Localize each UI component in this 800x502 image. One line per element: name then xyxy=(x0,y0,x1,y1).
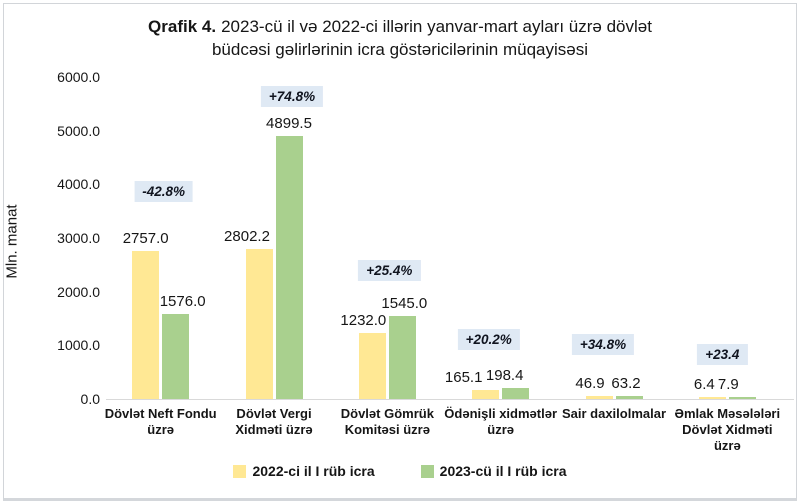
legend-label-2023: 2023-cü il I rüb icra xyxy=(439,463,567,479)
bar-2022 xyxy=(472,390,500,399)
y-axis-tick-label: 2000.0 xyxy=(57,283,100,300)
chart-title-prefix: Qrafik 4. xyxy=(148,17,217,36)
category-label: Dövlət Gömrük Komitəsi üzrə xyxy=(340,406,434,437)
bar-2023 xyxy=(162,314,190,399)
chart-title-line2: büdcəsi gəlirlərinin icra göstəricilərin… xyxy=(211,40,589,59)
legend-item-2023: 2023-cü il I rüb icra xyxy=(420,463,567,479)
category-label: Dövlət Neft Fondu üzrə xyxy=(104,406,217,437)
x-axis-line xyxy=(106,399,794,400)
category-label: Ödənişli xidmətlər üzrə xyxy=(444,406,558,437)
bar-2022 xyxy=(132,251,160,399)
y-axis-tick-label: 3000.0 xyxy=(57,230,100,246)
chart-title-line1: Qrafik 4. 2023-cü il və 2022-ci illərin y… xyxy=(4,15,796,38)
bar-2023 xyxy=(615,395,643,399)
value-label-2022: 6.4 xyxy=(693,376,715,393)
change-badge: +74.8% xyxy=(260,86,324,107)
y-axis-title: Mln. manat xyxy=(3,204,21,279)
value-label-2022: 2757.0 xyxy=(122,230,169,248)
bar-2022 xyxy=(245,248,273,399)
bar-2023 xyxy=(728,397,756,399)
bar-2023 xyxy=(388,316,416,399)
y-axis-tick-label: 1000.0 xyxy=(57,337,100,354)
chart-title: Qrafik 4. 2023-cü il və 2022-ci illərin y… xyxy=(4,15,796,61)
y-axis-tick-label: 6000.0 xyxy=(57,69,100,85)
value-label-2022: 1232.0 xyxy=(340,311,387,329)
legend-item-2022: 2022-ci il I rüb icra xyxy=(233,463,375,479)
chart-title-text: 2023-cü il və 2022-ci illərin yanvar-mar… xyxy=(221,17,652,36)
legend: 2022-ci il I rüb icra 2023-cü il I rüb i… xyxy=(4,463,796,479)
value-label-2022: 46.9 xyxy=(575,375,605,393)
value-label-2023: 1576.0 xyxy=(159,293,206,311)
y-axis-tick-label: 0.0 xyxy=(80,391,100,407)
value-label-2023: 198.4 xyxy=(485,367,524,385)
value-label-2023: 1545.0 xyxy=(381,295,428,313)
legend-swatch-2023-icon xyxy=(420,464,434,478)
category-label: Dövlət Vergi Xidməti üzrə xyxy=(235,406,313,437)
category-label: Əmlak Məsələləri Dövlət Xidməti üzrə xyxy=(674,406,781,453)
value-label-2023: 7.9 xyxy=(717,376,739,393)
bar-2022 xyxy=(358,332,386,399)
value-label-2023: 63.2 xyxy=(611,374,641,392)
legend-swatch-2022-icon xyxy=(233,464,247,478)
y-axis-tick-label: 4000.0 xyxy=(57,176,100,193)
change-badge: -42.8% xyxy=(134,181,194,202)
legend-label-2022: 2022-ci il I rüb icra xyxy=(252,463,375,479)
bar-2022 xyxy=(585,396,613,399)
y-axis-tick-label: 5000.0 xyxy=(57,122,100,139)
bar-2023 xyxy=(275,136,303,399)
change-badge: +34.8% xyxy=(571,334,635,355)
chart-frame: Qrafik 4. 2023-cü il və 2022-ci illərin y… xyxy=(3,3,797,501)
bar-2023 xyxy=(502,388,530,399)
bar-2022 xyxy=(698,397,726,399)
value-label-2022: 2802.2 xyxy=(224,227,270,245)
value-label-2022: 165.1 xyxy=(444,369,483,387)
change-badge: +20.2% xyxy=(457,329,520,350)
value-label-2023: 4899.5 xyxy=(266,115,312,133)
change-badge: +23.4 xyxy=(697,344,748,365)
category-label: Sair daxilolmalar xyxy=(561,406,667,421)
change-badge: +25.4% xyxy=(358,260,421,281)
